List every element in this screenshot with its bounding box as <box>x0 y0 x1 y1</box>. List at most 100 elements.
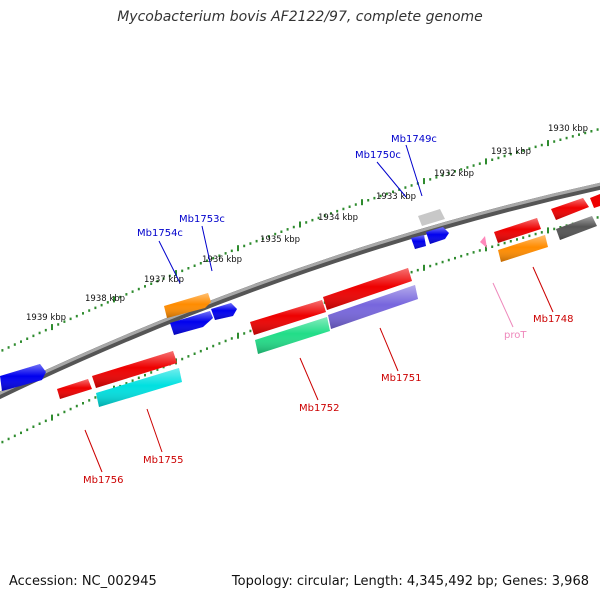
label-prot[interactable]: proT <box>504 330 527 341</box>
minor-tick <box>571 135 574 138</box>
major-tick <box>485 245 487 252</box>
minor-tick <box>224 252 227 255</box>
outer-tick-track <box>1 128 599 352</box>
minor-tick <box>224 339 227 343</box>
minor-tick <box>497 156 500 160</box>
minor-tick <box>38 422 41 425</box>
minor-tick <box>1 440 4 444</box>
minor-tick <box>57 323 60 326</box>
minor-tick <box>478 249 481 252</box>
minor-tick <box>69 407 72 411</box>
minor-tick <box>559 226 562 229</box>
scale-label-1930: 1930 kbp <box>548 124 588 134</box>
label-mb1751[interactable]: Mb1751 <box>381 373 421 384</box>
minor-tick <box>212 344 215 348</box>
minor-tick <box>379 194 382 198</box>
scale-label-1939: 1939 kbp <box>26 313 66 323</box>
minor-tick <box>230 249 233 253</box>
label-mb1756[interactable]: Mb1756 <box>83 475 123 486</box>
minor-tick <box>218 342 221 345</box>
label-mb1752[interactable]: Mb1752 <box>299 403 339 414</box>
major-tick <box>547 227 549 234</box>
genome-summary-text: Topology: circular; Length: 4,345,492 bp… <box>231 574 589 589</box>
minor-tick <box>367 199 370 202</box>
minor-tick <box>100 303 103 307</box>
minor-tick <box>435 262 438 266</box>
minor-tick <box>509 240 512 243</box>
major-tick <box>547 140 549 147</box>
minor-tick <box>435 176 438 179</box>
minor-tick <box>348 205 351 208</box>
gene-prot[interactable] <box>480 236 487 248</box>
gene-grey-top[interactable] <box>418 209 445 226</box>
minor-tick <box>144 285 146 288</box>
minor-tick <box>516 151 518 154</box>
minor-tick <box>63 320 66 323</box>
minor-tick <box>441 260 444 264</box>
scale-label-1934: 1934 kbp <box>318 213 358 223</box>
minor-tick <box>429 264 432 268</box>
minor-tick <box>144 373 146 377</box>
minor-tick <box>429 178 432 181</box>
label-mb1748[interactable]: Mb1748 <box>533 314 573 325</box>
minor-tick <box>88 399 91 402</box>
minor-tick <box>94 306 97 310</box>
minor-tick <box>596 216 599 219</box>
minor-tick <box>150 282 153 285</box>
major-tick <box>361 199 363 206</box>
minor-tick <box>156 368 159 371</box>
minor-tick <box>454 170 456 173</box>
label-mb1754c[interactable]: Mb1754c <box>137 228 183 239</box>
minor-tick <box>280 230 283 233</box>
minor-tick <box>193 352 196 355</box>
minor-tick <box>44 419 47 423</box>
minor-tick <box>137 287 140 291</box>
minor-tick <box>193 264 196 267</box>
minor-tick <box>26 337 29 340</box>
minor-tick <box>466 166 469 169</box>
scale-label-1931: 1931 kbp <box>491 147 531 157</box>
minor-tick <box>243 332 246 335</box>
label-mb1749c[interactable]: Mb1749c <box>391 134 437 145</box>
minor-tick <box>460 254 463 258</box>
minor-tick <box>416 268 419 272</box>
minor-tick <box>478 162 481 165</box>
minor-tick <box>206 259 208 262</box>
minor-tick <box>292 225 295 229</box>
minor-tick <box>187 267 190 270</box>
map-title: Mycobacterium bovis AF2122/97, complete … <box>117 9 483 25</box>
minor-tick <box>274 232 277 236</box>
minor-tick <box>199 349 202 353</box>
minor-tick <box>410 270 413 274</box>
minor-tick <box>44 328 47 332</box>
minor-tick <box>559 138 562 141</box>
minor-tick <box>230 337 233 340</box>
minor-tick <box>1 349 4 352</box>
minor-tick <box>460 168 463 171</box>
minor-tick <box>255 239 258 243</box>
minor-tick <box>156 279 159 283</box>
minor-tick <box>26 428 29 432</box>
label-mb1755[interactable]: Mb1755 <box>143 455 183 466</box>
minor-tick <box>82 312 84 315</box>
minor-tick <box>13 343 16 346</box>
gene-red-top-edge[interactable] <box>590 194 600 208</box>
minor-tick <box>218 254 221 257</box>
scale-label-1937: 1937 kbp <box>144 275 184 285</box>
genome-backbone <box>0 182 600 400</box>
scale-label-1933: 1933 kbp <box>376 192 416 202</box>
minor-tick <box>125 382 128 385</box>
minor-tick <box>168 274 171 278</box>
minor-tick <box>150 371 153 374</box>
minor-tick <box>342 207 345 211</box>
minor-tick <box>162 277 165 280</box>
minor-tick <box>596 128 599 131</box>
minor-tick <box>590 130 593 133</box>
minor-tick <box>584 131 587 135</box>
minor-tick <box>454 256 456 260</box>
label-mb1750c[interactable]: Mb1750c <box>355 150 401 161</box>
minor-tick <box>503 241 506 245</box>
minor-tick <box>447 258 450 262</box>
label-mb1753c[interactable]: Mb1753c <box>179 214 225 225</box>
